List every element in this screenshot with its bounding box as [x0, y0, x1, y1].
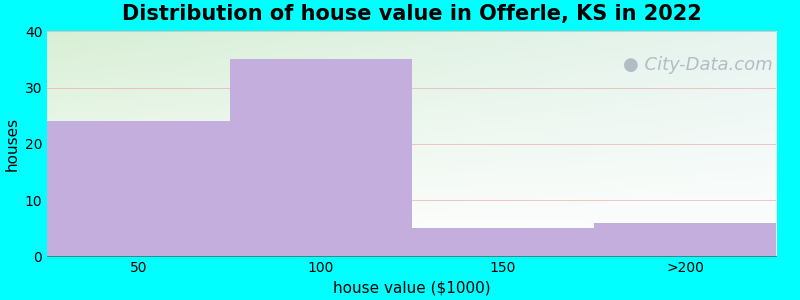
Text: ● City-Data.com: ● City-Data.com: [623, 56, 773, 74]
Title: Distribution of house value in Offerle, KS in 2022: Distribution of house value in Offerle, …: [122, 4, 702, 24]
Bar: [47, 121, 230, 256]
Bar: [594, 223, 777, 256]
Bar: [412, 228, 594, 256]
X-axis label: house value ($1000): house value ($1000): [333, 281, 490, 296]
Bar: [230, 59, 412, 256]
Y-axis label: houses: houses: [4, 117, 19, 171]
